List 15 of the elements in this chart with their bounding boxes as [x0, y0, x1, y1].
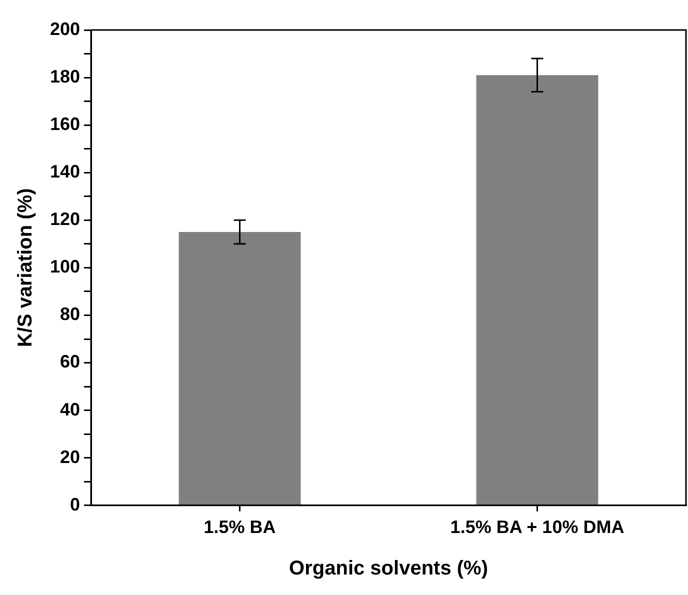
- y-axis-title: K/S variation (%): [14, 188, 37, 348]
- x-tick-label: 1.5% BA + 10% DMA: [450, 517, 624, 538]
- y-tick-label: 180: [50, 66, 80, 87]
- x-axis-title: Organic solvents (%): [289, 558, 488, 580]
- y-tick-label: 120: [50, 209, 80, 230]
- y-tick-label: 80: [60, 304, 80, 324]
- y-tick-label: 100: [50, 256, 80, 277]
- y-tick-label: 0: [70, 494, 80, 514]
- y-tick-label: 160: [50, 114, 80, 134]
- y-tick-label: 20: [60, 446, 80, 467]
- x-tick-label: 1.5% BA: [204, 517, 276, 538]
- y-tick-label: 60: [60, 352, 80, 372]
- y-tick-label: 200: [50, 18, 80, 39]
- y-tick-label: 140: [50, 162, 80, 182]
- y-tick-label: 40: [60, 399, 80, 420]
